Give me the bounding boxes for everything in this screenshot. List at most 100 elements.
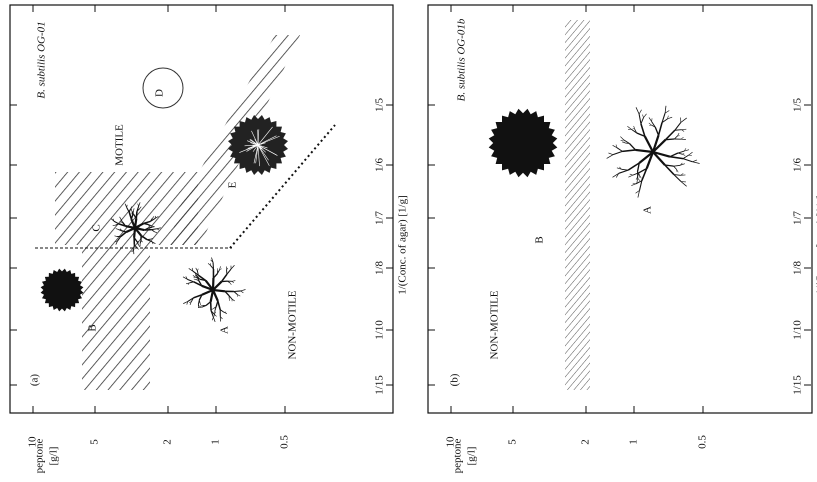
colony-d [143,68,183,108]
colony-branch [213,290,225,291]
colony-branch [196,268,198,271]
y-tick-label: 1/7 [792,210,804,225]
colony-branch [682,154,685,155]
colony-branch [208,263,211,265]
colony-branch [628,175,632,177]
panel-tag: (a) [29,374,41,387]
colony-branch [232,299,235,301]
colony-branch [201,305,203,306]
colony-branch [216,301,218,307]
colony-branch [187,279,193,281]
colony-branch [674,165,681,166]
colony-branch [645,136,653,152]
colony-branch [134,245,135,250]
y-axis-label: 1/(Conc. of agar) [1/g] [397,195,409,295]
colony-branch [638,178,640,180]
colony-branch [683,155,689,158]
colony-branch [643,115,644,118]
colony-branch [666,130,675,139]
colony-branch [234,291,241,292]
colony-branch [194,279,196,280]
y-tick-label: 1/15 [374,375,386,395]
colony-branch [212,317,213,320]
colony-branch [241,289,246,290]
colony-branch [683,159,692,162]
colony-branch [668,117,673,119]
x-tick-label: 2 [580,439,592,445]
region-label: A [219,326,231,334]
colony-branch [639,114,641,124]
x-tick-label: 0.5 [279,435,291,449]
y-tick-label: 1/6 [792,157,804,172]
colony-branch [199,300,200,303]
colony-branch [678,153,682,154]
y-tick-label: 1/5 [792,97,804,112]
figure: 105210.51/51/61/71/81/101/15peptone[g/l]… [0,0,817,482]
x-tick-label: 5 [507,439,519,445]
colony-branch [619,170,628,173]
colony-branch [197,269,198,271]
colony-branch [206,302,211,306]
colony-branch [608,153,613,155]
colony-branch [678,151,684,153]
colony-branch [241,291,244,293]
colony-branch [200,306,202,307]
colony-branch [681,118,687,122]
colony-branch [637,178,638,183]
colony-branch [189,282,193,283]
colony-branch [630,174,633,175]
colony-branch [681,137,684,139]
colony-branch [641,118,644,124]
region-label: A [642,206,654,214]
colony-branch [692,162,699,164]
colony-branch [232,281,234,283]
x-tick-label: 5 [89,439,101,445]
colony-branch [674,136,677,139]
colony-branch [194,277,196,278]
colony-branch [649,117,652,121]
colony-branch [649,123,652,125]
colony-branch [682,153,684,154]
colony-branch [659,123,663,136]
colony-branch [622,150,635,151]
region-label: NON-MOTILE [287,290,299,359]
x-axis-unit: [g/l] [466,447,478,466]
colony-branch [692,160,697,162]
colony [41,269,84,312]
hatched-band [565,20,590,390]
colony-branch [674,166,677,169]
colony-branch [218,301,220,310]
colony-branch [640,175,642,178]
y-tick-label: 1/8 [374,260,386,275]
strain-label: B. subtilis OG-01b [456,18,468,101]
colony-branch [620,137,624,140]
colony-branch [655,127,658,135]
colony-branch [636,150,653,152]
colony [489,109,558,178]
colony-branch [232,281,235,282]
colony-branch [234,292,237,295]
colony-branch [230,283,231,285]
colony-branch [607,155,613,159]
colony-branch [665,106,666,113]
colony-branch [677,133,679,136]
colony-branch [613,151,622,154]
colony-branch [666,139,675,140]
colony-branch [227,269,231,274]
y-tick-label: 1/15 [792,375,804,395]
colony-branch [631,184,636,186]
colony-branch [627,126,631,129]
x-tick-label: 1 [628,439,640,445]
colony-branch [681,182,687,187]
colony-branch [629,144,635,150]
colony-branch [222,274,227,281]
region-label: D [154,89,166,97]
colony-branch [689,152,693,155]
colony-branch [231,265,234,269]
colony-branch [625,143,629,144]
colony-branch [212,308,214,309]
strain-label: B. subtilis OG-01 [36,21,48,98]
x-axis-unit: [g/l] [48,447,60,466]
y-tick-label: 1/6 [374,157,386,172]
colony-branch [670,157,683,159]
